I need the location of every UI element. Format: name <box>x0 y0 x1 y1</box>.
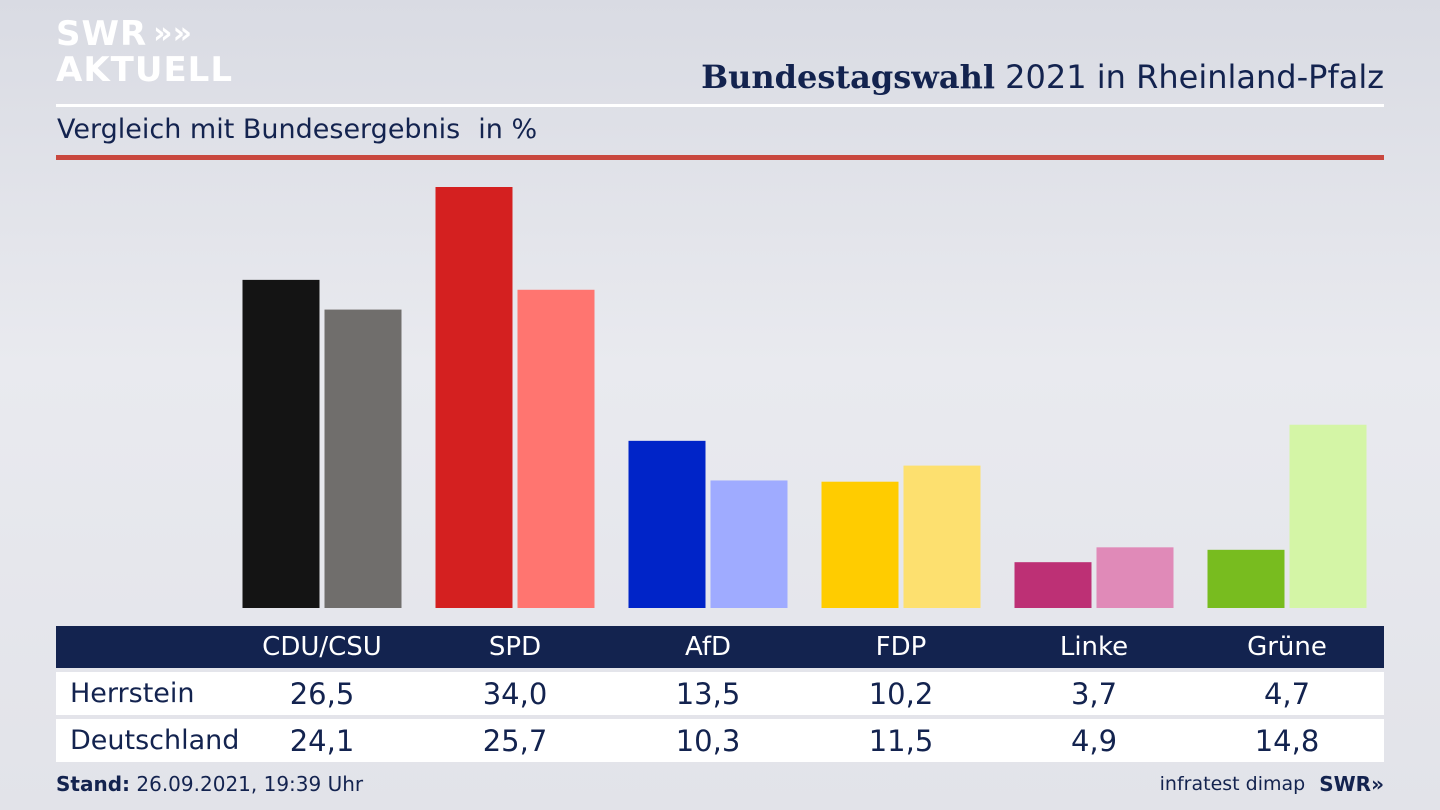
accent-divider <box>56 155 1384 160</box>
subtitle-text: Vergleich mit Bundesergebnis <box>57 114 461 145</box>
bar-fdp-herrstein <box>821 481 899 608</box>
column-header: SPD <box>488 632 542 662</box>
table-cell: 26,5 <box>289 676 355 711</box>
results-table: CDU/CSU SPD AfD FDP Linke Grüne Herrstein 26,… <box>56 626 1384 762</box>
bar-cdu-csu-herrstein <box>242 279 320 608</box>
logo-aktuell-text: AKTUELL <box>56 50 234 90</box>
bar-spd-deutschland <box>517 289 595 608</box>
swr-aktuell-logo: SWR»» AKTUELL <box>56 16 233 88</box>
page-title: Bundestagswahl 2021 in Rheinland-Pfalz <box>701 58 1384 96</box>
bar-gr-ne-herrstein <box>1207 549 1285 608</box>
bar-afd-deutschland <box>710 480 788 608</box>
bar-linke-herrstein <box>1014 562 1092 608</box>
table-cell: 13,5 <box>675 676 741 711</box>
table-cell: 10,2 <box>868 676 934 711</box>
bar-chart <box>242 187 1367 608</box>
table-row: Deutschland 24,1 25,7 10,3 11,5 4,9 14,8 <box>56 719 1384 762</box>
bar-spd-herrstein <box>435 187 513 608</box>
timestamp: Stand: 26.09.2021, 19:39 Uhr <box>56 772 363 796</box>
table-header-row: CDU/CSU SPD AfD FDP Linke Grüne <box>56 626 1384 668</box>
column-header: CDU/CSU <box>262 632 382 662</box>
column-header: AfD <box>684 632 732 662</box>
bar-afd-herrstein <box>628 440 706 608</box>
table-cell: 11,5 <box>868 723 934 758</box>
table-cell: 24,1 <box>289 723 355 758</box>
chart-subtitle: Vergleich mit Bundesergebnis in % <box>57 114 537 145</box>
row-label: Herrstein <box>70 678 195 709</box>
logo-swr-text: SWR <box>56 14 148 54</box>
column-header: Linke <box>1059 632 1129 662</box>
table-cell: 14,8 <box>1254 723 1320 758</box>
bar-cdu-csu-deutschland <box>324 309 402 608</box>
table-cell: 4,9 <box>1070 723 1118 758</box>
unit-label: in % <box>478 114 538 145</box>
table-cell: 10,3 <box>675 723 741 758</box>
column-header: Grüne <box>1247 632 1327 662</box>
title-rest: 2021 in Rheinland-Pfalz <box>1005 58 1384 96</box>
source-text: infratest dimap <box>1159 773 1306 795</box>
row-label: Deutschland <box>70 725 240 756</box>
swr-footer-logo: SWR» <box>1319 772 1384 796</box>
title-bold: Bundestagswahl <box>701 58 995 96</box>
stand-label: Stand: <box>56 772 131 796</box>
table-cell: 3,7 <box>1070 676 1118 711</box>
bar-gr-ne-deutschland <box>1289 424 1367 608</box>
table-cell: 34,0 <box>482 676 548 711</box>
header-divider <box>56 104 1384 107</box>
column-header: FDP <box>875 632 927 662</box>
source-credit: infratest dimap SWR» <box>1160 772 1384 796</box>
table-cell: 25,7 <box>482 723 548 758</box>
table-cell: 4,7 <box>1263 676 1311 711</box>
bar-fdp-deutschland <box>903 465 981 608</box>
table-row: Herrstein 26,5 34,0 13,5 10,2 3,7 4,7 <box>56 672 1384 715</box>
stand-value: 26.09.2021, 19:39 Uhr <box>136 772 364 796</box>
bar-linke-deutschland <box>1096 547 1174 608</box>
